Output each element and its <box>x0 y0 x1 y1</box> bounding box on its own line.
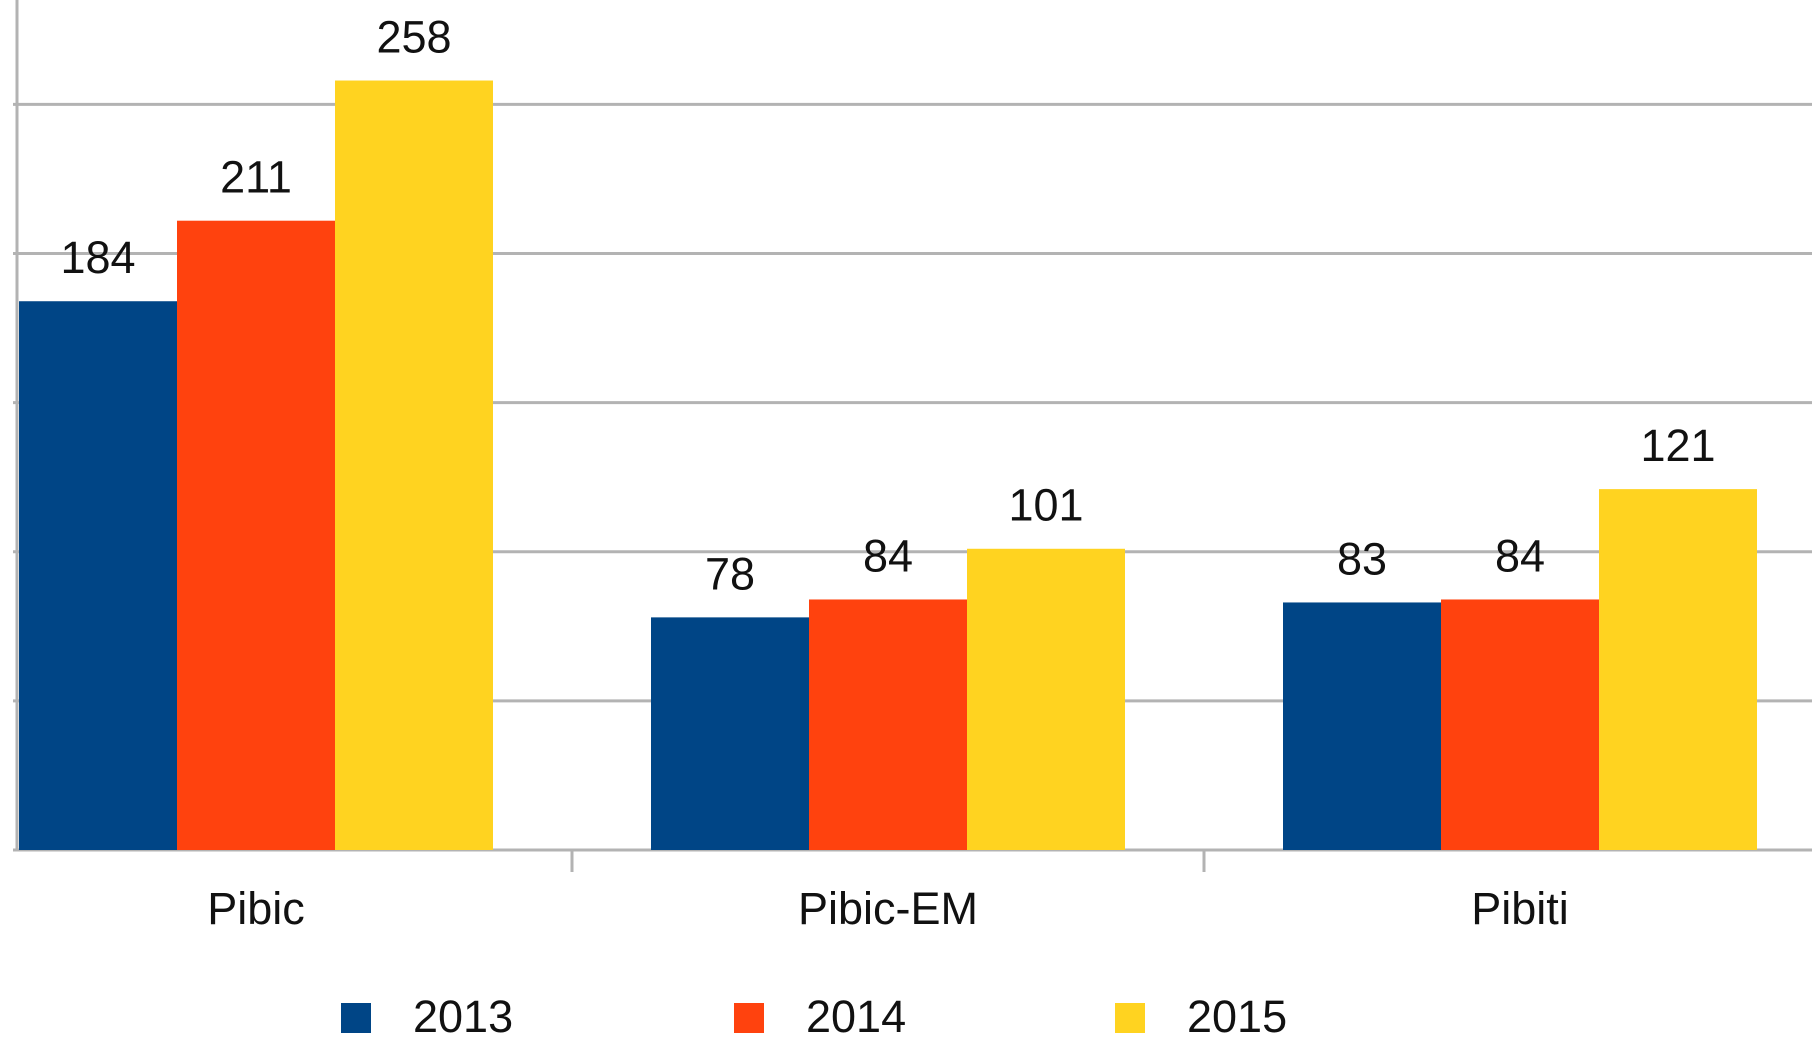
legend-label: 2015 <box>1187 991 1287 1042</box>
legend-swatch <box>734 1003 764 1033</box>
legend-swatch <box>1115 1003 1145 1033</box>
value-label: 101 <box>1008 480 1083 531</box>
bar <box>1283 602 1441 850</box>
bar <box>1599 489 1757 850</box>
value-label: 83 <box>1337 533 1387 584</box>
bar <box>335 80 493 851</box>
x-tick-label: Pibic-EM <box>798 883 978 934</box>
legend-label: 2014 <box>806 991 906 1042</box>
bar <box>967 548 1125 850</box>
value-label: 78 <box>705 548 755 599</box>
bar <box>809 599 967 850</box>
value-label: 211 <box>220 152 292 203</box>
x-tick-label: Pibic <box>207 883 305 934</box>
bar <box>1441 599 1599 850</box>
bar <box>19 301 177 851</box>
legend-label: 2013 <box>413 991 513 1042</box>
legend-swatch <box>341 1003 371 1033</box>
value-label: 84 <box>1495 530 1545 581</box>
value-label: 258 <box>376 11 451 62</box>
x-tick-label: Pibiti <box>1471 883 1569 934</box>
bar <box>177 220 335 850</box>
value-label: 121 <box>1640 420 1715 471</box>
bar <box>651 617 809 850</box>
value-label: 184 <box>60 232 135 283</box>
value-label: 84 <box>863 530 913 581</box>
